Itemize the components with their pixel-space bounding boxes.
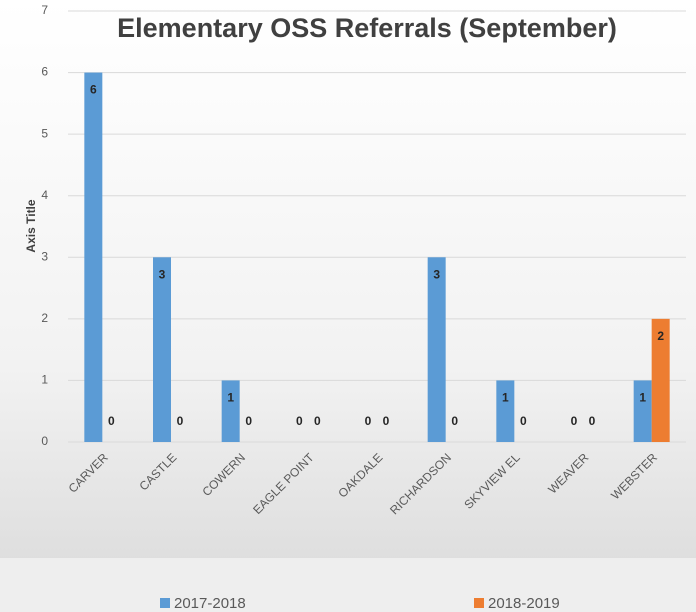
data-label: 0 [296, 414, 303, 428]
data-label: 0 [177, 414, 184, 428]
y-tick-label: 2 [41, 311, 48, 325]
bar [427, 257, 446, 442]
bar [221, 380, 240, 442]
y-axis-title: Axis Title [24, 199, 38, 252]
chart-title: Elementary OSS Referrals (September) [117, 13, 617, 43]
data-label: 3 [159, 267, 166, 281]
y-tick-label: 7 [41, 3, 48, 17]
data-label: 0 [451, 414, 458, 428]
data-label: 1 [227, 391, 234, 405]
bar [651, 318, 670, 442]
data-label: 0 [383, 414, 390, 428]
y-tick-label: 1 [41, 373, 48, 387]
data-label: 2 [657, 329, 664, 343]
bar [496, 380, 515, 442]
legend-label: 2018-2019 [488, 595, 560, 612]
y-tick-label: 0 [41, 434, 48, 448]
data-label: 1 [639, 391, 646, 405]
data-label: 0 [245, 414, 252, 428]
data-label: 0 [589, 414, 596, 428]
bar [633, 380, 652, 442]
data-label: 1 [502, 391, 509, 405]
y-tick-label: 3 [41, 249, 48, 263]
legend-swatch [160, 598, 170, 608]
data-label: 0 [520, 414, 527, 428]
y-tick-label: 5 [41, 126, 48, 140]
bar [84, 72, 103, 443]
y-tick-label: 6 [41, 65, 48, 79]
data-label: 3 [433, 267, 440, 281]
y-tick-label: 4 [41, 188, 48, 202]
data-label: 0 [365, 414, 372, 428]
bar [153, 257, 171, 442]
data-label: 0 [571, 414, 578, 428]
data-label: 0 [314, 414, 321, 428]
data-label: 6 [90, 83, 97, 97]
data-label: 0 [108, 414, 115, 428]
legend-label: 2017-2018 [174, 595, 246, 612]
legend-band [0, 558, 696, 612]
legend-swatch [474, 598, 484, 608]
